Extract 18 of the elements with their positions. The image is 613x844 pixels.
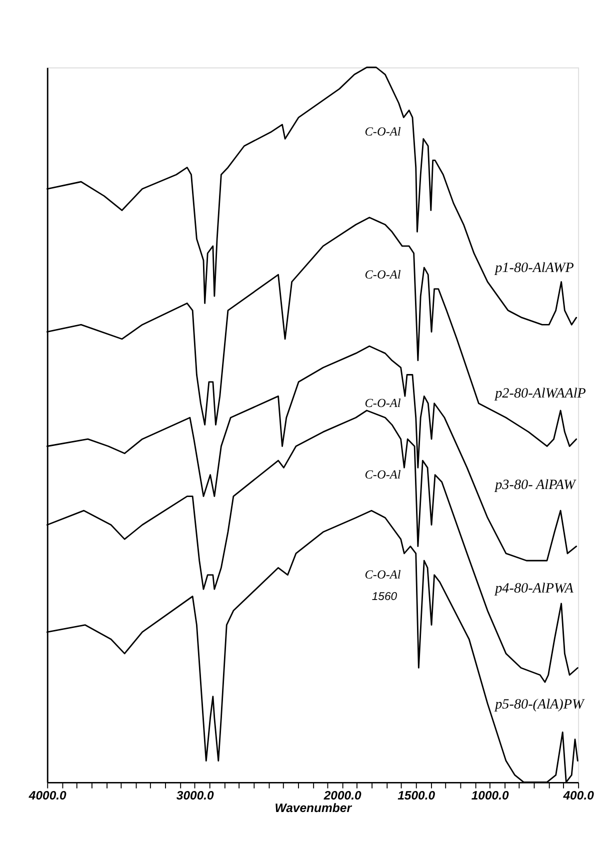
x-tick-label: 2000.0 xyxy=(322,788,362,803)
series-label: p1-80-AlAWP xyxy=(494,260,574,276)
series-label: p4-80-AlPWA xyxy=(494,580,574,597)
annotation: C-O-Al xyxy=(364,124,402,138)
annotation: C-O-Al xyxy=(364,468,402,482)
series-label: p3-80- AlPAW xyxy=(494,476,577,493)
annotation: 1560 xyxy=(372,591,398,604)
x-tick-label: 4000.0 xyxy=(28,788,67,803)
x-axis-title: Wavenumber xyxy=(274,800,353,815)
series-label: p5-80-(AlA)PW xyxy=(494,696,585,713)
annotation: C-O-Al xyxy=(364,268,402,282)
x-tick-label: 3000.0 xyxy=(176,788,214,803)
x-tick-label: 400.0 xyxy=(562,788,594,803)
x-tick-label: 1500.0 xyxy=(398,788,436,803)
x-tick-label: 1000.0 xyxy=(471,788,510,803)
annotation: C-O-Al xyxy=(364,568,402,582)
series-label: p2-80-AlWAAlP xyxy=(494,385,586,402)
annotation: C-O-Al xyxy=(364,396,402,410)
